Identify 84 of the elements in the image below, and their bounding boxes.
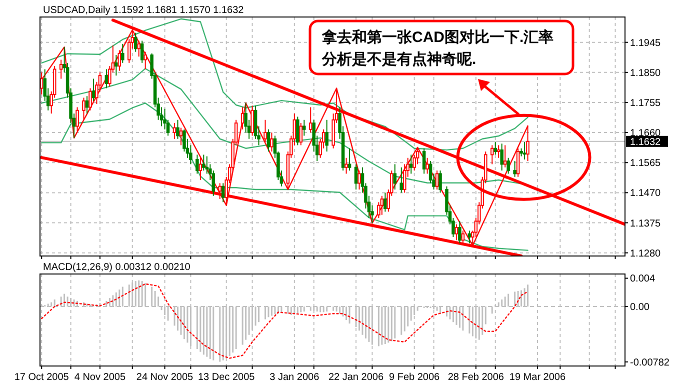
candlestick (458, 220, 462, 244)
candlestick (325, 119, 328, 152)
candlestick (490, 144, 494, 165)
ref-line-label: 1.1632 (630, 136, 662, 148)
candlestick (137, 40, 140, 58)
candlestick (384, 192, 387, 212)
candlestick (299, 122, 303, 146)
candlestick (348, 148, 352, 172)
candlestick (308, 106, 312, 134)
y-tick-label: -0.00782 (630, 357, 670, 368)
candlestick (516, 148, 520, 178)
y-tick-label: 0.004 (630, 274, 656, 285)
candlestick (196, 154, 199, 174)
candlestick (270, 132, 274, 152)
x-tick-label: 13 Dec 2005 (198, 372, 256, 383)
x-tick-label: 17 Oct 2005 (14, 372, 70, 383)
candlestick (513, 160, 516, 178)
y-tick-label: 1.1945 (630, 38, 662, 49)
candlestick (503, 144, 507, 168)
candlestick (496, 144, 500, 158)
candlestick (296, 116, 300, 146)
candlestick (140, 40, 144, 64)
candlestick (172, 122, 176, 140)
x-tick-label: 9 Feb 2006 (389, 372, 440, 383)
candlestick (114, 54, 118, 76)
y-tick-label: 1.1470 (630, 188, 662, 200)
line-series (41, 102, 528, 251)
x-tick-label: 24 Nov 2005 (136, 372, 194, 383)
candlestick (264, 119, 267, 143)
candlestick (240, 106, 244, 130)
candlestick (494, 142, 497, 156)
x-tick-label: 3 Jan 2006 (270, 372, 320, 383)
x-tick-label: 4 Nov 2005 (74, 372, 126, 383)
y-tick-label: 1.1565 (630, 158, 662, 170)
chart-title: MACD(12,26,9) 0.00312 0.00210 (43, 262, 191, 273)
candlestick (198, 157, 202, 181)
x-tick-label: 22 Jan 2006 (328, 372, 384, 383)
candlestick (393, 164, 397, 190)
candlestick (221, 182, 225, 203)
candlestick (218, 182, 222, 200)
candlestick (59, 59, 63, 80)
candlestick (380, 195, 384, 216)
line-series (41, 283, 528, 359)
candlestick (344, 157, 348, 174)
y-tick-label: 1.1850 (630, 68, 662, 79)
candlestick (88, 88, 92, 111)
candlestick (354, 164, 358, 190)
candlestick (438, 170, 442, 194)
candlestick (358, 170, 361, 190)
candlestick (202, 154, 206, 172)
y-tick-label: 1.1660 (630, 128, 662, 140)
candlestick (400, 166, 404, 194)
candlestick (104, 68, 108, 89)
candlestick (468, 230, 472, 244)
candlestick (85, 96, 89, 114)
candlestick (82, 97, 86, 120)
candlestick (461, 230, 465, 244)
candlestick (179, 127, 183, 146)
candlestick (500, 143, 504, 172)
candlestick (134, 32, 138, 52)
candlestick (118, 50, 122, 72)
y-tick-label: 1.1375 (630, 218, 662, 230)
candlestick (121, 43, 124, 64)
candlestick (250, 105, 254, 136)
candlestick (426, 157, 429, 174)
candlestick (144, 51, 147, 70)
y-tick-label: 1.1280 (630, 248, 662, 260)
y-tick-label: 1.1755 (630, 98, 662, 109)
candlestick (522, 142, 526, 160)
x-tick-label: 19 Mar 2006 (509, 372, 566, 383)
annotation: 拿去和第一张CAD图对比一下.汇率分析是不是有点神奇呢. (321, 28, 554, 68)
candlestick (92, 78, 96, 102)
candlestick (422, 148, 426, 174)
y-tick-label: 0.00 (630, 302, 650, 314)
chart-title: USDCAD,Daily 1.1592 1.1681 1.1570 1.1632 (43, 5, 244, 16)
x-tick-label: 28 Feb 2006 (448, 372, 504, 383)
candlestick (302, 119, 306, 136)
candlestick (76, 106, 79, 132)
candlestick (454, 224, 458, 241)
candlestick (266, 128, 270, 152)
candlestick (409, 154, 413, 174)
candlestick (176, 119, 180, 140)
candlestick (435, 170, 439, 190)
candlestick (506, 157, 510, 174)
